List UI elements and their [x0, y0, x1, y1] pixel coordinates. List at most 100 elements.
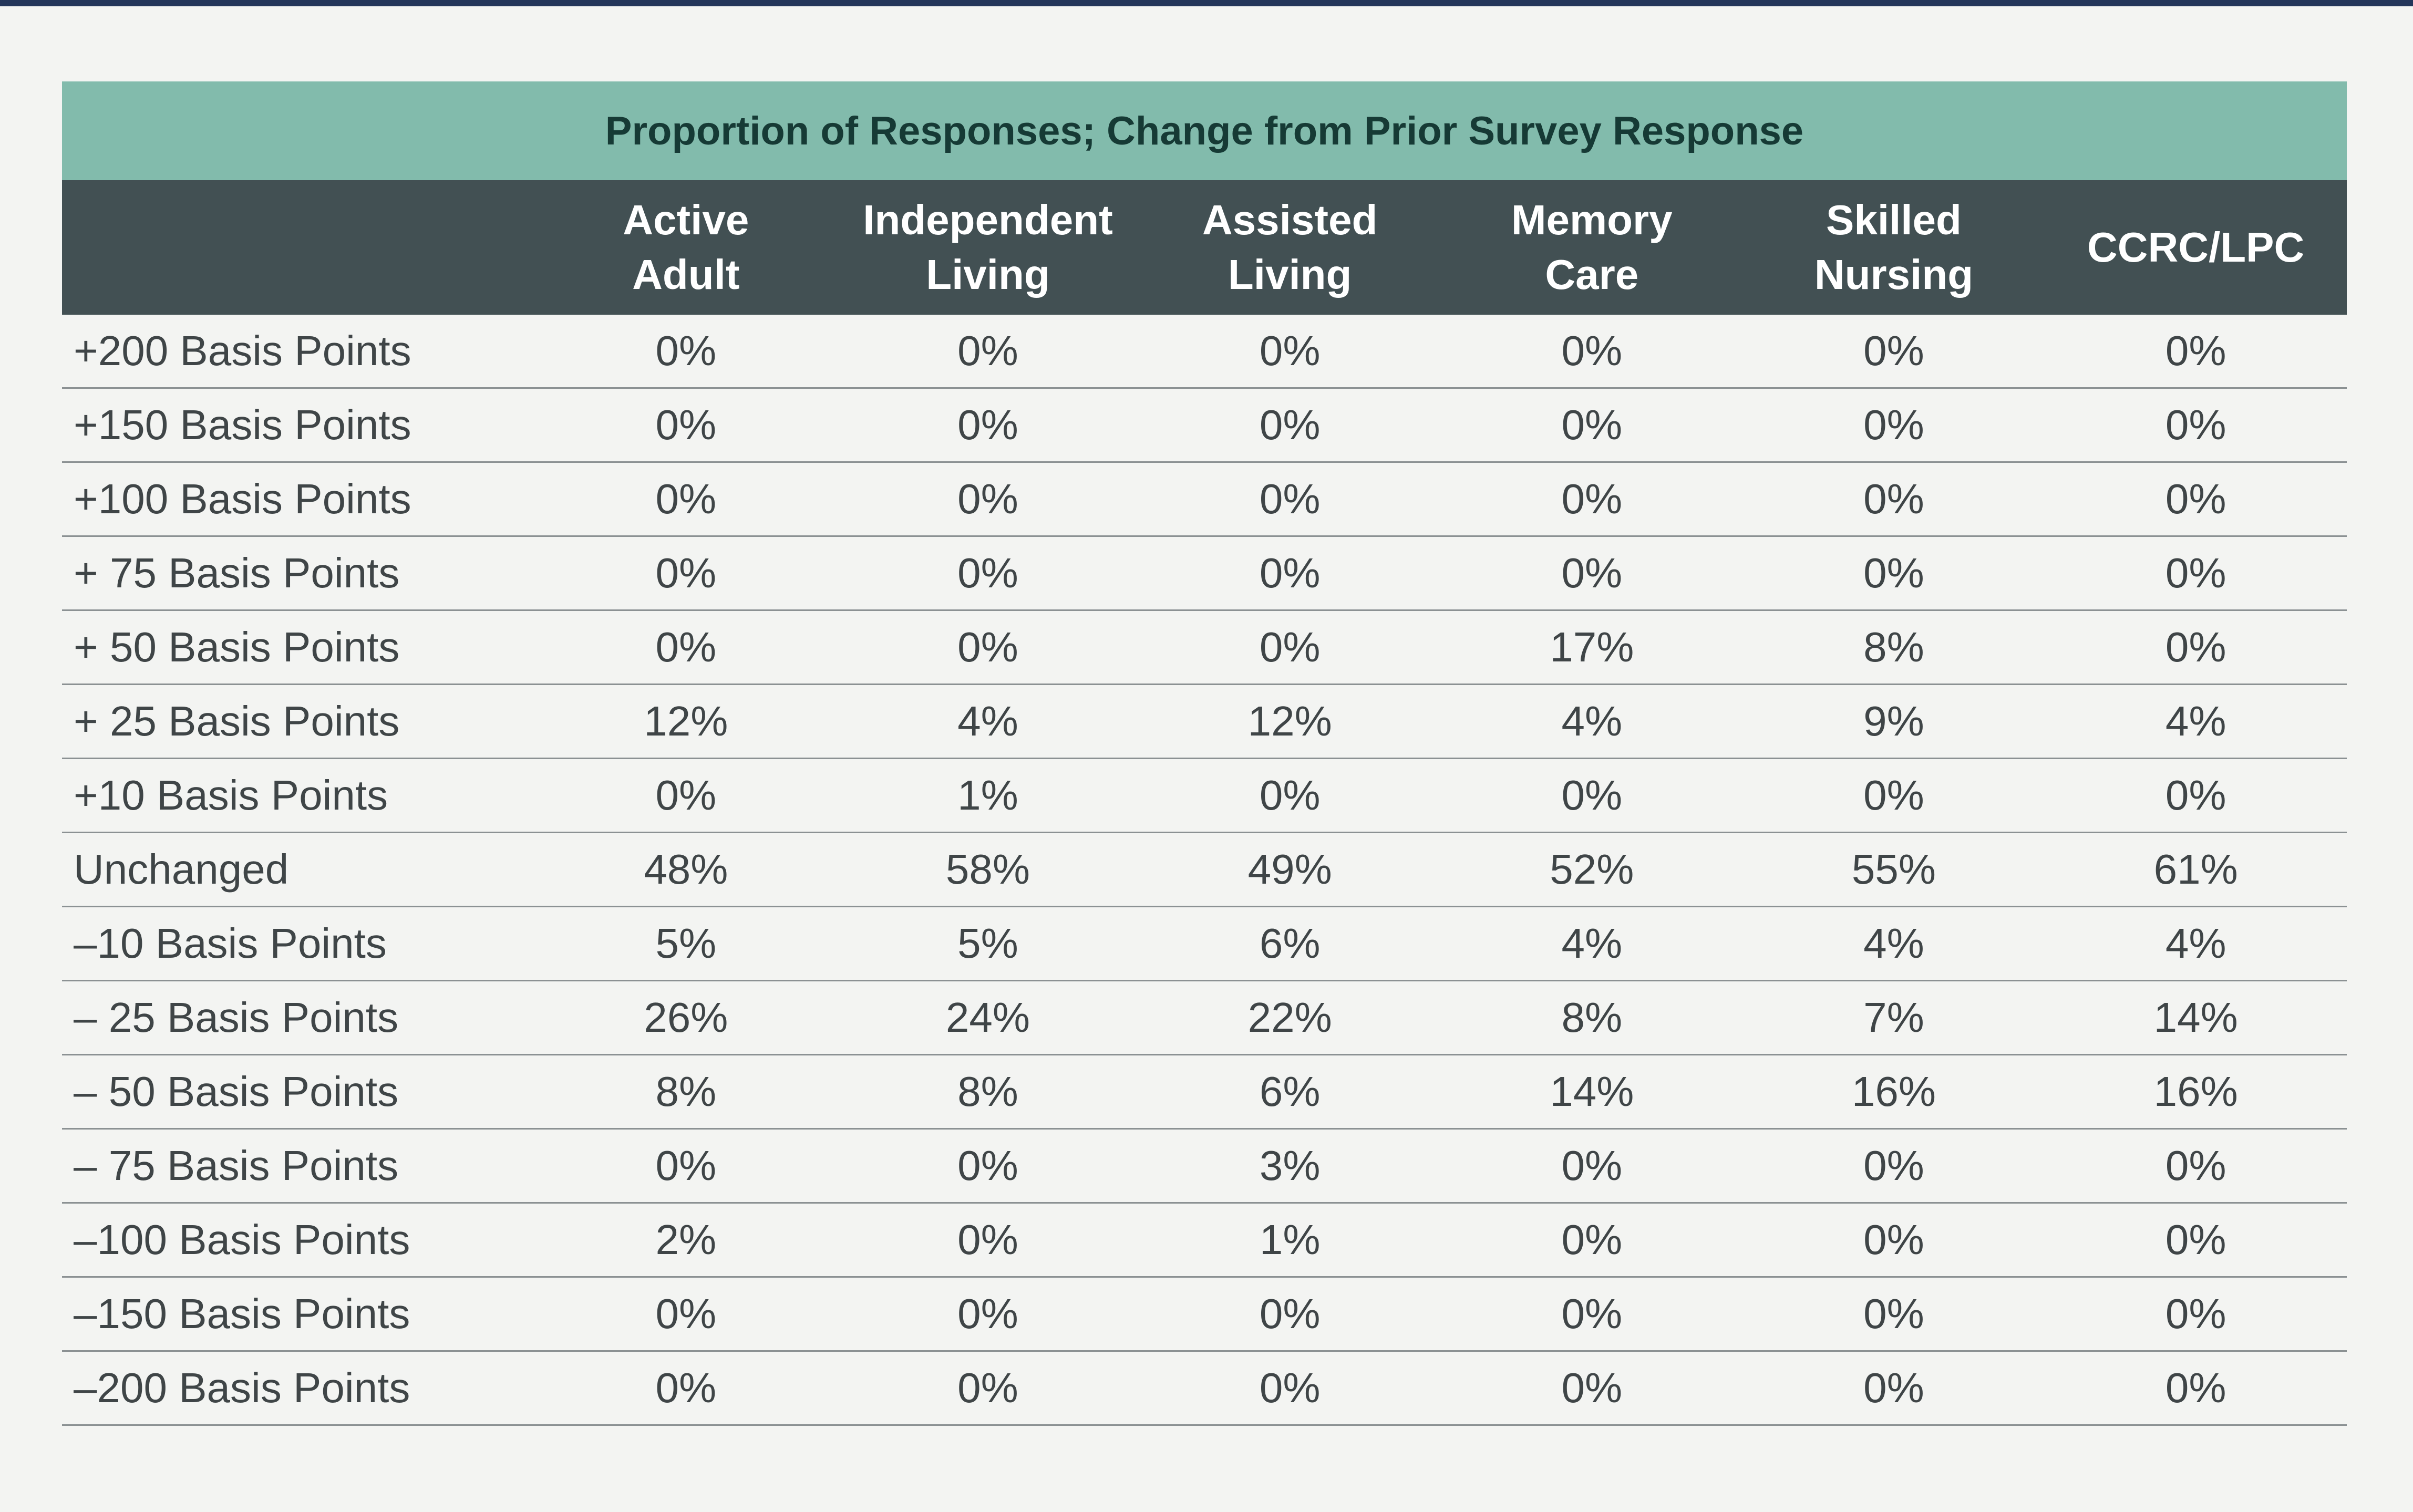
value-cell: 0% [2045, 1277, 2347, 1352]
response-table: Active Adult Independent Living Assisted Livi… [62, 180, 2347, 1426]
value-cell: 0% [2045, 1128, 2347, 1204]
column-header-line: Adult [632, 251, 740, 298]
column-header-line: Assisted [1202, 196, 1378, 243]
value-cell: 0% [535, 610, 837, 685]
row-label: + 50 Basis Points [62, 610, 535, 685]
value-cell: 0% [2045, 462, 2347, 537]
value-cell: 58% [837, 832, 1139, 907]
row-label: +100 Basis Points [62, 462, 535, 537]
value-cell: 0% [2045, 1351, 2347, 1426]
value-cell: 0% [2045, 388, 2347, 463]
value-cell: 1% [837, 758, 1139, 833]
row-label: +150 Basis Points [62, 388, 535, 463]
column-header: Independent Living [837, 180, 1139, 315]
column-header-line: Nursing [1814, 251, 1974, 298]
table-row: –100 Basis Points 2% 0% 1% 0% 0% 0% [62, 1203, 2347, 1278]
value-cell: 0% [1139, 610, 1441, 685]
row-label: +200 Basis Points [62, 315, 535, 389]
table-row: – 25 Basis Points 26% 24% 22% 8% 7% 14% [62, 980, 2347, 1055]
row-label: –10 Basis Points [62, 906, 535, 981]
value-cell: 0% [535, 536, 837, 611]
table-row: –150 Basis Points 0% 0% 0% 0% 0% 0% [62, 1277, 2347, 1352]
value-cell: 24% [837, 980, 1139, 1055]
table-row: +150 Basis Points 0% 0% 0% 0% 0% 0% [62, 388, 2347, 463]
value-cell: 0% [837, 1203, 1139, 1278]
value-cell: 0% [1742, 758, 2045, 833]
value-cell: 0% [1139, 388, 1441, 463]
value-cell: 0% [1139, 1351, 1441, 1426]
table-row: + 75 Basis Points 0% 0% 0% 0% 0% 0% [62, 536, 2347, 611]
column-header-line: Independent [863, 196, 1113, 243]
value-cell: 22% [1139, 980, 1441, 1055]
column-header-line: Living [926, 251, 1050, 298]
value-cell: 1% [1139, 1203, 1441, 1278]
value-cell: 0% [1742, 1277, 2045, 1352]
value-cell: 8% [1440, 980, 1743, 1055]
column-header: CCRC/LPC [2045, 180, 2347, 315]
value-cell: 8% [1742, 610, 2045, 685]
row-label: – 25 Basis Points [62, 980, 535, 1055]
value-cell: 0% [2045, 315, 2347, 389]
value-cell: 49% [1139, 832, 1441, 907]
value-cell: 0% [837, 1351, 1139, 1426]
value-cell: 0% [1742, 315, 2045, 389]
table-row: –200 Basis Points 0% 0% 0% 0% 0% 0% [62, 1351, 2347, 1426]
value-cell: 8% [837, 1054, 1139, 1130]
table-header: Active Adult Independent Living Assisted Livi… [62, 180, 2347, 315]
value-cell: 12% [1139, 684, 1441, 759]
value-cell: 0% [2045, 758, 2347, 833]
row-label: –150 Basis Points [62, 1277, 535, 1352]
value-cell: 0% [1440, 1277, 1743, 1352]
value-cell: 0% [1440, 1203, 1743, 1278]
header-corner [62, 180, 535, 315]
value-cell: 0% [1139, 758, 1441, 833]
column-header: Assisted Living [1139, 180, 1441, 315]
value-cell: 16% [1742, 1054, 2045, 1130]
table-row: – 50 Basis Points 8% 8% 6% 14% 16% 16% [62, 1054, 2347, 1130]
value-cell: 0% [1742, 536, 2045, 611]
value-cell: 0% [837, 536, 1139, 611]
value-cell: 4% [2045, 906, 2347, 981]
column-header: Skilled Nursing [1742, 180, 2045, 315]
value-cell: 3% [1139, 1128, 1441, 1204]
value-cell: 12% [535, 684, 837, 759]
value-cell: 8% [535, 1054, 837, 1130]
value-cell: 0% [1742, 1351, 2045, 1426]
value-cell: 0% [837, 610, 1139, 685]
value-cell: 2% [535, 1203, 837, 1278]
column-header: Memory Care [1440, 180, 1743, 315]
row-label: + 25 Basis Points [62, 684, 535, 759]
value-cell: 14% [1440, 1054, 1743, 1130]
column-header-line: Skilled [1826, 196, 1962, 243]
value-cell: 0% [535, 388, 837, 463]
value-cell: 48% [535, 832, 837, 907]
value-cell: 0% [1742, 1128, 2045, 1204]
row-label: – 75 Basis Points [62, 1128, 535, 1204]
table-row: +200 Basis Points 0% 0% 0% 0% 0% 0% [62, 315, 2347, 389]
data-table: Proportion of Responses; Change from Pri… [62, 81, 2347, 1426]
row-label: –100 Basis Points [62, 1203, 535, 1278]
value-cell: 0% [1742, 462, 2045, 537]
value-cell: 0% [535, 758, 837, 833]
value-cell: 0% [1440, 315, 1743, 389]
value-cell: 0% [837, 462, 1139, 537]
value-cell: 0% [535, 1351, 837, 1426]
column-header-line: Active [623, 196, 749, 243]
value-cell: 0% [535, 315, 837, 389]
value-cell: 0% [535, 1277, 837, 1352]
value-cell: 9% [1742, 684, 2045, 759]
value-cell: 0% [837, 388, 1139, 463]
value-cell: 26% [535, 980, 837, 1055]
value-cell: 0% [1139, 1277, 1441, 1352]
table-title: Proportion of Responses; Change from Pri… [62, 81, 2347, 180]
value-cell: 52% [1440, 832, 1743, 907]
table-row: +100 Basis Points 0% 0% 0% 0% 0% 0% [62, 462, 2347, 537]
header-row: Active Adult Independent Living Assisted Livi… [62, 180, 2347, 315]
row-label: –200 Basis Points [62, 1351, 535, 1426]
table-row: – 75 Basis Points 0% 0% 3% 0% 0% 0% [62, 1128, 2347, 1204]
value-cell: 0% [1440, 1351, 1743, 1426]
value-cell: 16% [2045, 1054, 2347, 1130]
row-label: Unchanged [62, 832, 535, 907]
value-cell: 0% [1139, 462, 1441, 537]
value-cell: 0% [1440, 536, 1743, 611]
